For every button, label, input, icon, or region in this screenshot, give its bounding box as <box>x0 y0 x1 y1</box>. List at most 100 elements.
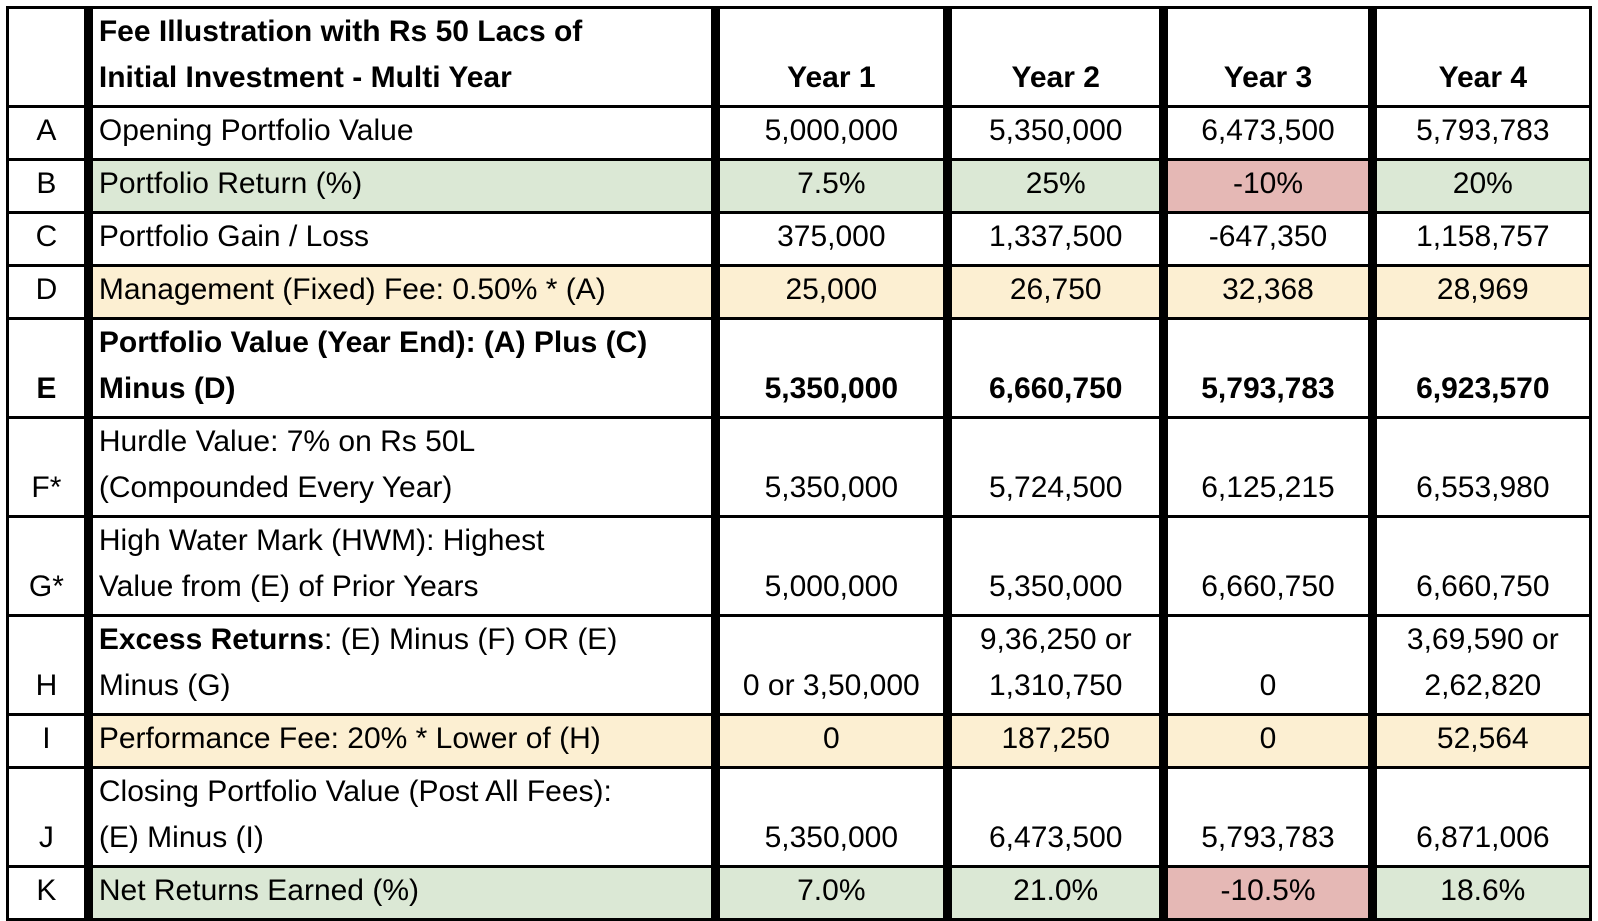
value-text: 0 or 3,50,000 <box>742 669 920 702</box>
table-title-cell: Fee Illustration with Rs 50 Lacs of Init… <box>86 6 717 108</box>
row-description-cell: Hurdle Value: 7% on Rs 50L (Compounded Ev… <box>86 416 717 518</box>
row-description-cell: Closing Portfolio Value (Post All Fees):… <box>86 766 717 868</box>
value-cell-year-1: 7.5% <box>710 158 950 214</box>
value-text: 5,350,000 <box>988 570 1123 603</box>
value-text: -10.5% <box>1220 874 1316 907</box>
table-row: G* High Water Mark (HWM): Highest Value fr… <box>6 515 1593 617</box>
row-description-line: Excess Returns: (E) Minus (F) OR (E) <box>99 619 705 664</box>
value-text: 5,350,000 <box>988 114 1123 147</box>
value-text: 5,724,500 <box>988 471 1123 504</box>
value-text: 1,310,750 <box>988 669 1123 702</box>
value-text: 0 <box>1259 669 1277 702</box>
value-cell-year-2: 5,350,000 <box>943 105 1166 161</box>
value-cell-year-1: 375,000 <box>710 211 950 267</box>
row-id-cell: A <box>6 105 93 161</box>
value-cell-year-3: -647,350 <box>1159 211 1374 267</box>
value-cell-year-2: 1,337,500 <box>943 211 1166 267</box>
row-id-cell: F* <box>6 416 93 518</box>
row-id-cell: C <box>6 211 93 267</box>
row-description-line: Closing Portfolio Value (Post All Fees): <box>98 775 612 808</box>
value-text: 6,125,215 <box>1201 471 1335 504</box>
value-cell-year-4: 5,793,783 <box>1367 105 1593 161</box>
row-description-cell: High Water Mark (HWM): Highest Value from… <box>86 515 717 617</box>
value-text: 25,000 <box>785 273 878 306</box>
value-cell-year-1: 5,350,000 <box>710 317 950 419</box>
row-description-line: Performance Fee: 20% * Lower of (H) <box>98 722 601 755</box>
table-row: J Closing Portfolio Value (Post All Fees)… <box>6 766 1593 868</box>
value-text: 0 <box>822 722 840 755</box>
row-id-cell: D <box>6 264 93 320</box>
value-text: 25% <box>1025 167 1086 200</box>
row-id-cell: H <box>6 614 93 716</box>
value-cell-year-2: 6,660,750 <box>943 317 1166 419</box>
value-text: 7.0% <box>797 874 866 907</box>
value-text: 6,660,750 <box>988 372 1123 405</box>
value-text: 5,793,783 <box>1201 821 1335 854</box>
table-row: B Portfolio Return (%) 7.5% 25% -10% 20% <box>6 158 1593 214</box>
table-row: I Performance Fee: 20% * Lower of (H) 0 187… <box>6 713 1593 769</box>
value-text: 5,000,000 <box>764 114 899 147</box>
value-text: 20% <box>1452 167 1513 200</box>
value-text: 6,473,500 <box>988 821 1123 854</box>
value-cell-year-3: 5,793,783 <box>1159 317 1374 419</box>
value-cell-year-1: 5,350,000 <box>710 416 950 518</box>
value-cell-year-3: 5,793,783 <box>1159 766 1374 868</box>
value-text: 5,350,000 <box>764 821 899 854</box>
row-description-cell: Portfolio Gain / Loss <box>86 211 717 267</box>
row-id-cell: I <box>6 713 93 769</box>
value-text: 32,368 <box>1222 273 1314 306</box>
value-cell-year-2: 6,473,500 <box>943 766 1166 868</box>
table-row: H Excess Returns: (E) Minus (F) OR (E) Min… <box>6 614 1593 716</box>
row-id-cell: G* <box>6 515 93 617</box>
year-header-1: Year 1 <box>710 6 950 108</box>
value-cell-year-3: 6,660,750 <box>1159 515 1374 617</box>
table-row: F* Hurdle Value: 7% on Rs 50L (Compounded … <box>6 416 1593 518</box>
fee-illustration-table-container: Fee Illustration with Rs 50 Lacs of Init… <box>6 6 1593 921</box>
table-row: A Opening Portfolio Value 5,000,000 5,350,0… <box>6 105 1593 161</box>
row-description-cell: Excess Returns: (E) Minus (F) OR (E) Minu… <box>86 614 717 716</box>
value-cell-year-3: -10% <box>1159 158 1374 214</box>
value-text: 2,62,820 <box>1424 669 1542 702</box>
value-text: 5,350,000 <box>764 471 899 504</box>
table-row: C Portfolio Gain / Loss 375,000 1,337,500 -6… <box>6 211 1593 267</box>
value-text: 26,750 <box>1009 273 1102 306</box>
table-title-line-2: Initial Investment - Multi Year <box>98 61 512 94</box>
value-cell-year-4: 28,969 <box>1367 264 1593 320</box>
value-text: 1,158,757 <box>1416 220 1550 253</box>
table-title-line-1: Fee Illustration with Rs 50 Lacs of <box>98 15 583 48</box>
year-header-3: Year 3 <box>1159 6 1374 108</box>
table-header-row: Fee Illustration with Rs 50 Lacs of Init… <box>6 6 1593 108</box>
row-description-line: Portfolio Gain / Loss <box>98 220 369 253</box>
value-cell-year-3: 6,473,500 <box>1159 105 1374 161</box>
value-cell-year-4: 6,553,980 <box>1367 416 1593 518</box>
row-description-line: Minus (G) <box>98 669 231 702</box>
row-description-line: Management (Fixed) Fee: 0.50% * (A) <box>98 273 606 306</box>
value-text: 0 <box>1259 722 1277 755</box>
value-cell-year-1: 5,000,000 <box>710 515 950 617</box>
value-text: 5,000,000 <box>764 570 899 603</box>
row-id-cell: E <box>6 317 93 419</box>
value-cell-year-4: 1,158,757 <box>1367 211 1593 267</box>
value-text: 9,36,250 or <box>979 623 1132 656</box>
value-cell-year-1: 5,000,000 <box>710 105 950 161</box>
value-cell-year-2: 5,724,500 <box>943 416 1166 518</box>
value-cell-year-4: 52,564 <box>1367 713 1593 769</box>
value-text: 28,969 <box>1436 273 1529 306</box>
value-text: -647,350 <box>1208 220 1328 253</box>
row-label-header-cell <box>6 6 93 108</box>
value-text: 6,660,750 <box>1201 570 1335 603</box>
row-description-line: Net Returns Earned (%) <box>98 874 419 907</box>
row-description-line: High Water Mark (HWM): Highest <box>98 524 545 557</box>
row-description-line: Portfolio Return (%) <box>98 167 363 200</box>
value-text: 375,000 <box>777 220 886 253</box>
row-description-line: (E) Minus (I) <box>98 821 264 854</box>
row-id-cell: J <box>6 766 93 868</box>
value-text: 52,564 <box>1436 722 1529 755</box>
value-text: 5,793,783 <box>1416 114 1550 147</box>
value-cell-year-4: 6,871,006 <box>1367 766 1593 868</box>
value-text: 21.0% <box>1013 874 1099 907</box>
row-description-cell: Portfolio Value (Year End): (A) Plus (C)… <box>86 317 717 419</box>
value-text: 6,660,750 <box>1416 570 1550 603</box>
row-description-cell: Performance Fee: 20% * Lower of (H) <box>86 713 717 769</box>
row-description-line: Minus (D) <box>98 372 236 405</box>
